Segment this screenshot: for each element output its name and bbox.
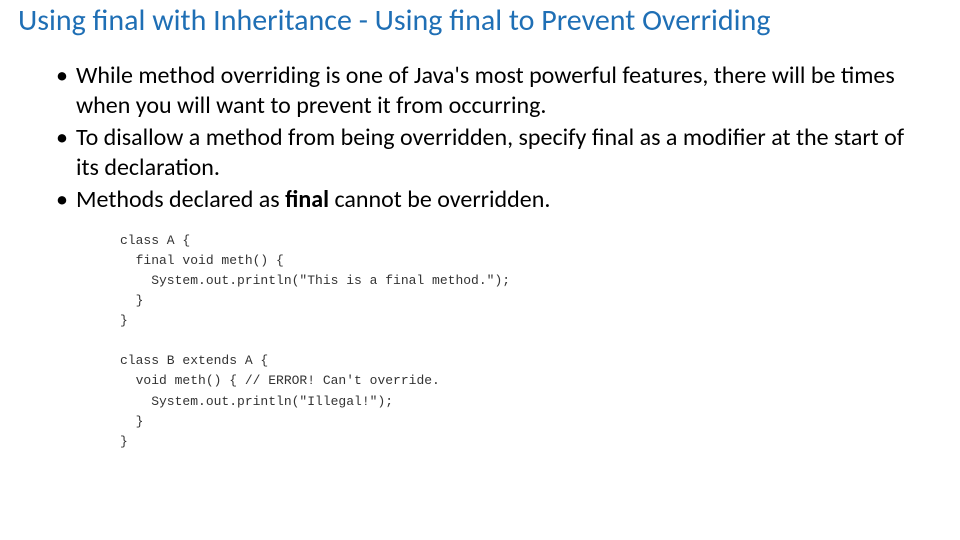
bullet-item: To disallow a method from being overridd… — [56, 123, 920, 183]
bullet-text-post: cannot be overridden. — [329, 185, 550, 214]
bullet-item: While method overriding is one of Java's… — [56, 61, 920, 121]
slide-title: Using final with Inheritance - Using fin… — [0, 0, 960, 53]
bullet-item: Methods declared as final cannot be over… — [56, 185, 920, 215]
bullet-text-pre: Methods declared as — [76, 185, 285, 214]
bullet-list: While method overriding is one of Java's… — [0, 53, 960, 215]
bullet-text-bold: final — [285, 185, 329, 214]
code-example: class A { final void meth() { System.out… — [0, 217, 960, 453]
slide-container: Using final with Inheritance - Using fin… — [0, 0, 960, 540]
